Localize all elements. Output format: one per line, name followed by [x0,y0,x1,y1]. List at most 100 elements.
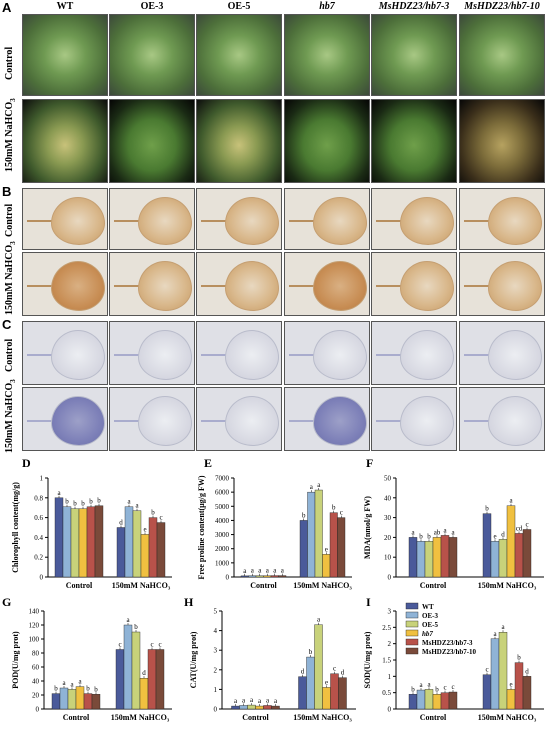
significance-letter: b [332,504,336,512]
panel-letter-h: H [184,595,194,609]
x-tick-label: Control [242,713,269,722]
significance-letter: c [333,665,336,673]
y-tick-label: 3 [214,647,218,655]
bar-I-OE5-1 [498,632,508,710]
bar-D-WT-0 [54,497,64,578]
significance-letter: a [135,502,139,510]
leaf-petiole [201,354,227,356]
significance-letter: b [65,498,69,506]
y-tick-label: 30 [384,514,392,522]
leaf-photo-b-salt-4 [371,252,457,316]
bar-H-WT-0 [231,705,240,710]
leaf-photo-c-control-0 [22,321,108,385]
y-tick-label: 20 [384,534,392,542]
leaf-shape [138,261,192,311]
significance-letter: a [251,567,255,575]
y-axis-label-I: SOD(U/mg prot) [363,631,372,688]
y-tick-label: 0 [388,574,392,582]
y-axis-label-H: CAT(U/mg prot) [189,631,198,688]
y-tick-label: 10 [384,554,392,562]
y-tick-label: 3000 [215,531,230,539]
panel-letter-d: D [22,456,31,470]
plant-photo-salt-5 [459,99,545,183]
y-tick-label: 4 [214,627,218,635]
bar-D-hb7-1 [140,534,150,578]
genotype-header-3: hb7 [319,1,335,12]
bar-E-MsHDZ23hb73-0 [270,575,279,578]
bar-G-hb7-0 [75,686,85,710]
bar-E-hb7-1 [322,554,331,578]
bar-E-OE5-0 [255,575,264,578]
bar-F-OE3-0 [416,541,426,578]
leaf-photo-b-salt-0 [22,252,108,316]
legend-swatch-2 [405,620,419,628]
significance-letter: c [451,683,454,691]
significance-letter: b [419,532,423,540]
leaf-shape [138,396,192,446]
significance-letter: a [443,526,447,534]
bar-H-WT-1 [298,676,307,710]
leaf-petiole [201,220,227,222]
y-tick-label: 2.5 [382,624,391,632]
significance-letter: a [242,696,246,704]
leaf-petiole [289,220,315,222]
significance-letter: b [411,685,415,693]
legend-swatch-5 [405,647,419,655]
bar-G-OE3-0 [59,687,69,710]
y-tick-label: 0.2 [34,554,43,562]
y-tick-label: 7000 [215,475,230,483]
leaf-photo-c-control-5 [459,321,545,385]
y-tick-label: 0 [40,574,44,582]
leaf-petiole [114,420,140,422]
significance-letter: a [427,680,431,688]
genotype-header-4: MsHDZ23/hb7-3 [378,1,450,12]
leaf-photo-c-salt-3 [284,387,370,451]
bar-H-MsHDZ23hb710-0 [271,705,280,710]
significance-letter: b [309,648,313,656]
leaf-shape [313,330,367,380]
bar-G-MsHDZ23hb73-1 [147,649,157,710]
significance-letter: c [159,514,162,522]
plant-photo-control-5 [459,14,545,96]
bar-G-WT-1 [115,649,125,710]
plant-photo-control-1 [109,14,195,96]
significance-letter: cd [516,524,523,532]
leaf-shape [225,197,279,245]
leaf-photo-b-salt-3 [284,252,370,316]
significance-letter: a [127,498,131,506]
leaf-photo-b-control-0 [22,188,108,250]
y-tick-label: 0.4 [34,534,43,542]
leaf-shape [313,261,367,311]
bar-H-OE3-1 [306,656,315,710]
leaf-shape [225,396,279,446]
leaf-petiole [114,285,140,287]
panel-letter-f: F [366,456,373,470]
leaf-photo-c-salt-4 [371,387,457,451]
leaf-petiole [376,285,402,287]
bar-E-MsHDZ23hb73-1 [329,512,338,578]
significance-letter: b [97,497,101,505]
significance-letter: e [143,525,146,533]
bar-I-hb7-1 [506,689,516,710]
significance-letter: d [119,519,123,527]
y-tick-label: 0.8 [34,494,43,502]
bar-G-MsHDZ23hb73-0 [83,693,93,710]
significance-letter: a [411,528,415,536]
leaf-petiole [376,354,402,356]
significance-letter: a [78,678,82,686]
y-tick-label: 2 [388,640,392,648]
leaf-shape [488,197,542,245]
y-tick-label: 3 [388,608,392,616]
panel-letter-e: E [204,456,212,470]
y-tick-label: 4000 [215,517,230,525]
leaf-petiole [27,354,53,356]
leaf-shape [400,261,454,311]
leaf-shape [51,330,105,380]
significance-letter: d [525,667,529,675]
bar-D-MsHDZ23hb73-0 [86,506,96,578]
leaf-shape [225,261,279,311]
leaf-petiole [376,220,402,222]
bar-D-OE5-1 [132,510,142,578]
bar-D-MsHDZ23hb73-1 [148,517,158,578]
bar-I-MsHDZ23hb710-0 [448,691,458,710]
